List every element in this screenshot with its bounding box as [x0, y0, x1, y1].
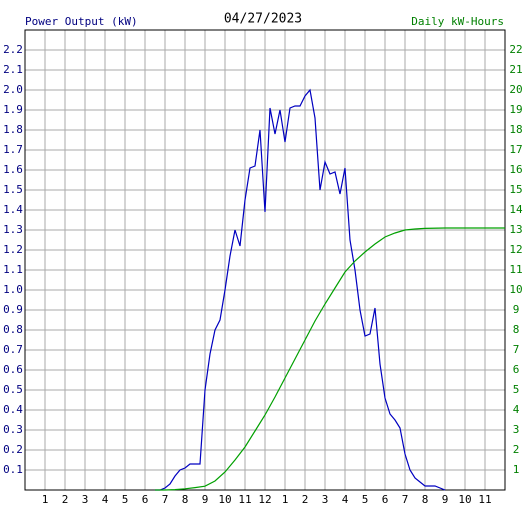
x-tick-label: 8: [182, 493, 189, 506]
x-tick-label: 2: [302, 493, 309, 506]
x-tick-label: 5: [362, 493, 369, 506]
x-tick-label: 5: [122, 493, 129, 506]
y-tick-label: 0.8: [3, 323, 23, 336]
y2-tick-label: 15: [509, 183, 522, 196]
x-tick-label: 7: [162, 493, 169, 506]
x-tick-label: 9: [202, 493, 209, 506]
x-tick-label: 7: [402, 493, 409, 506]
x-tick-label: 10: [218, 493, 231, 506]
y-tick-label: 0.5: [3, 383, 23, 396]
x-tick-label: 9: [442, 493, 449, 506]
y2-tick-label: 10: [509, 283, 522, 296]
series-line: [155, 227, 505, 491]
y-tick-label: 1.7: [3, 143, 23, 156]
series-line: [155, 88, 446, 491]
y2-tick-label: 2: [513, 443, 520, 456]
y-tick-label: 1.9: [3, 103, 23, 116]
chart-title: 04/27/2023: [224, 12, 302, 27]
y2-tick-label: 18: [509, 123, 522, 136]
plot-border: [24, 29, 506, 491]
y-tick-label: 1.6: [3, 163, 23, 176]
y2-tick-label: 20: [509, 83, 522, 96]
y-tick-label: 1.2: [3, 243, 23, 256]
y-tick-label: 0.1: [3, 463, 23, 476]
x-tick-label: 4: [102, 493, 109, 506]
y2-tick-label: 4: [513, 403, 520, 416]
y-tick-label: 0.9: [3, 303, 23, 316]
y2-tick-label: 11: [509, 263, 522, 276]
y-tick-label: 1.5: [3, 183, 23, 196]
y-tick-label: 2.2: [3, 43, 23, 56]
y2-tick-label: 22: [509, 43, 522, 56]
y-tick-label: 0.3: [3, 423, 23, 436]
y2-tick-label: 8: [513, 323, 520, 336]
y2-tick-label: 17: [509, 143, 522, 156]
x-tick-label: 12: [258, 493, 271, 506]
x-tick-label: 1: [282, 493, 289, 506]
x-tick-label: 8: [422, 493, 429, 506]
y2-tick-label: 7: [513, 343, 520, 356]
x-tick-label: 3: [82, 493, 89, 506]
x-tick-label: 11: [478, 493, 491, 506]
y2-tick-label: 5: [513, 383, 520, 396]
x-tick-label: 2: [62, 493, 69, 506]
y-tick-label: 1.3: [3, 223, 23, 236]
y-tick-label: 1.4: [3, 203, 23, 216]
y2-tick-label: 1: [513, 463, 520, 476]
y2-tick-label: 16: [509, 163, 522, 176]
y-tick-label: 2.0: [3, 83, 23, 96]
y-tick-label: 2.1: [3, 63, 23, 76]
x-tick-label: 10: [458, 493, 471, 506]
y2-tick-label: 12: [509, 243, 522, 256]
x-tick-label: 3: [322, 493, 329, 506]
y-tick-label: 0.6: [3, 363, 23, 376]
y2-tick-label: 9: [513, 303, 520, 316]
y2-axis-label: Daily kW-Hours: [411, 15, 504, 28]
y-axis-label: Power Output (kW): [25, 15, 138, 28]
y2-tick-label: 14: [509, 203, 523, 216]
y-tick-label: 1.1: [3, 263, 23, 276]
y2-tick-label: 3: [513, 423, 520, 436]
x-tick-label: 6: [382, 493, 389, 506]
y-tick-label: 1.8: [3, 123, 23, 136]
y2-tick-label: 19: [509, 103, 522, 116]
y-tick-label: 0.7: [3, 343, 23, 356]
x-tick-label: 4: [342, 493, 349, 506]
y-tick-label: 1.0: [3, 283, 23, 296]
x-tick-label: 1: [42, 493, 49, 506]
y-tick-label: 0.2: [3, 443, 23, 456]
y2-tick-label: 21: [509, 63, 522, 76]
x-tick-label: 11: [238, 493, 251, 506]
y2-tick-label: 6: [513, 363, 520, 376]
x-tick-label: 6: [142, 493, 149, 506]
y2-tick-label: 13: [509, 223, 522, 236]
y-tick-label: 0.4: [3, 403, 23, 416]
